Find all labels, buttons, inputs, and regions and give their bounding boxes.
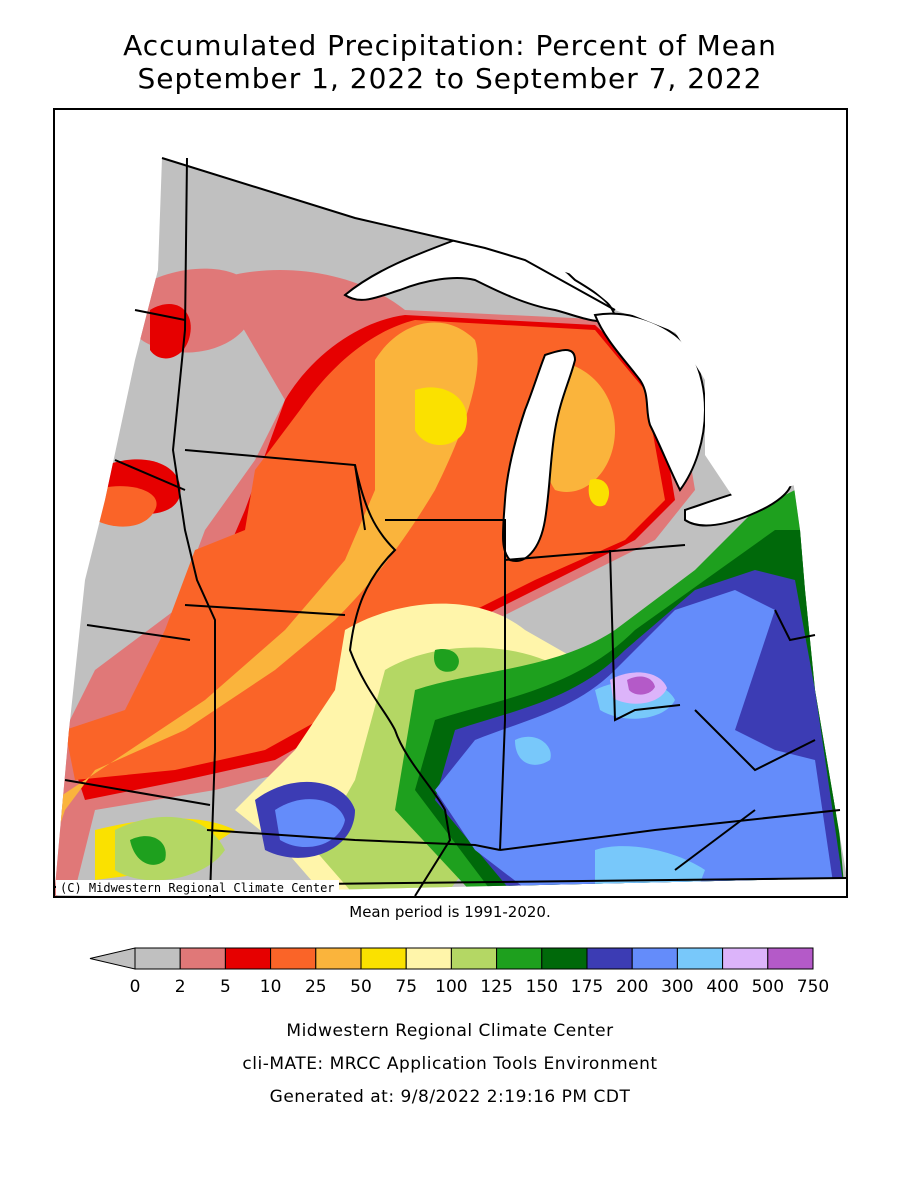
contour-300-400: [515, 736, 551, 765]
legend-tick-label: 750: [797, 977, 829, 997]
map-date-range: September 1, 2022 to September 7, 2022: [137, 62, 763, 95]
legend-swatch: [767, 947, 814, 970]
contour-200-300: [435, 590, 835, 896]
legend-tick-label: 0: [130, 977, 141, 997]
legend-tick-label: 10: [260, 977, 282, 997]
legend-tick-label: 500: [752, 977, 784, 997]
map-title: Accumulated Precipitation: Percent of Me…: [123, 29, 777, 62]
legend-tick-label: 125: [480, 977, 512, 997]
legend-tick-label: 2: [175, 977, 186, 997]
legend-swatch: [224, 947, 272, 970]
color-legend: 0 2 5 10 25 50 75 100 125 150 175 200 300 400 500 750: [89, 947, 829, 997]
legend-swatch: [360, 947, 407, 970]
contour-25-50: [55, 322, 478, 841]
map-canvas: [55, 110, 846, 896]
legend-swatch: [676, 947, 724, 970]
state-boundaries: [64, 157, 841, 896]
legend-tick-label: 175: [571, 977, 603, 997]
legend-swatch: [315, 947, 362, 970]
legend-tick-label: 150: [526, 977, 558, 997]
legend-tick-label: 100: [435, 977, 467, 997]
lake-michigan: [501, 349, 577, 562]
footer-organization: Midwestern Regional Climate Center: [286, 1021, 614, 1041]
legend-tick-label: 200: [616, 977, 648, 997]
legend-swatch: [270, 947, 317, 970]
legend-swatch: [405, 947, 452, 970]
legend-swatch: [631, 947, 678, 970]
legend-tick-label: 75: [395, 977, 417, 997]
lake-huron: [593, 312, 707, 492]
legend-swatch: [496, 947, 543, 970]
legend-tick-label: 50: [350, 977, 372, 997]
mean-period-note: Mean period is 1991-2020.: [349, 903, 551, 921]
footer-tool: cli-MATE: MRCC Application Tools Environ…: [242, 1054, 658, 1074]
precipitation-map: (C) Midwestern Regional Climate Center: [53, 108, 848, 898]
legend-swatch: [722, 947, 769, 970]
legend-tick-label: 400: [706, 977, 738, 997]
legend-arrow-below-min: [89, 947, 136, 970]
legend-tick-label: 5: [220, 977, 231, 997]
ontario-land: [355, 110, 846, 500]
legend-swatch: [134, 947, 181, 970]
copyright-label: (C) Midwestern Regional Climate Center: [56, 880, 339, 895]
legend-swatch: [541, 947, 588, 970]
contour-50-75: [415, 387, 467, 445]
legend-tick-label: 25: [305, 977, 327, 997]
legend-swatch: [450, 947, 498, 970]
footer-generated: Generated at: 9/8/2022 2:19:16 PM CDT: [269, 1087, 631, 1107]
legend-swatch: [586, 947, 633, 970]
legend-swatch: [179, 947, 226, 970]
legend-tick-label: 300: [661, 977, 693, 997]
contour-500-750: [627, 676, 655, 695]
